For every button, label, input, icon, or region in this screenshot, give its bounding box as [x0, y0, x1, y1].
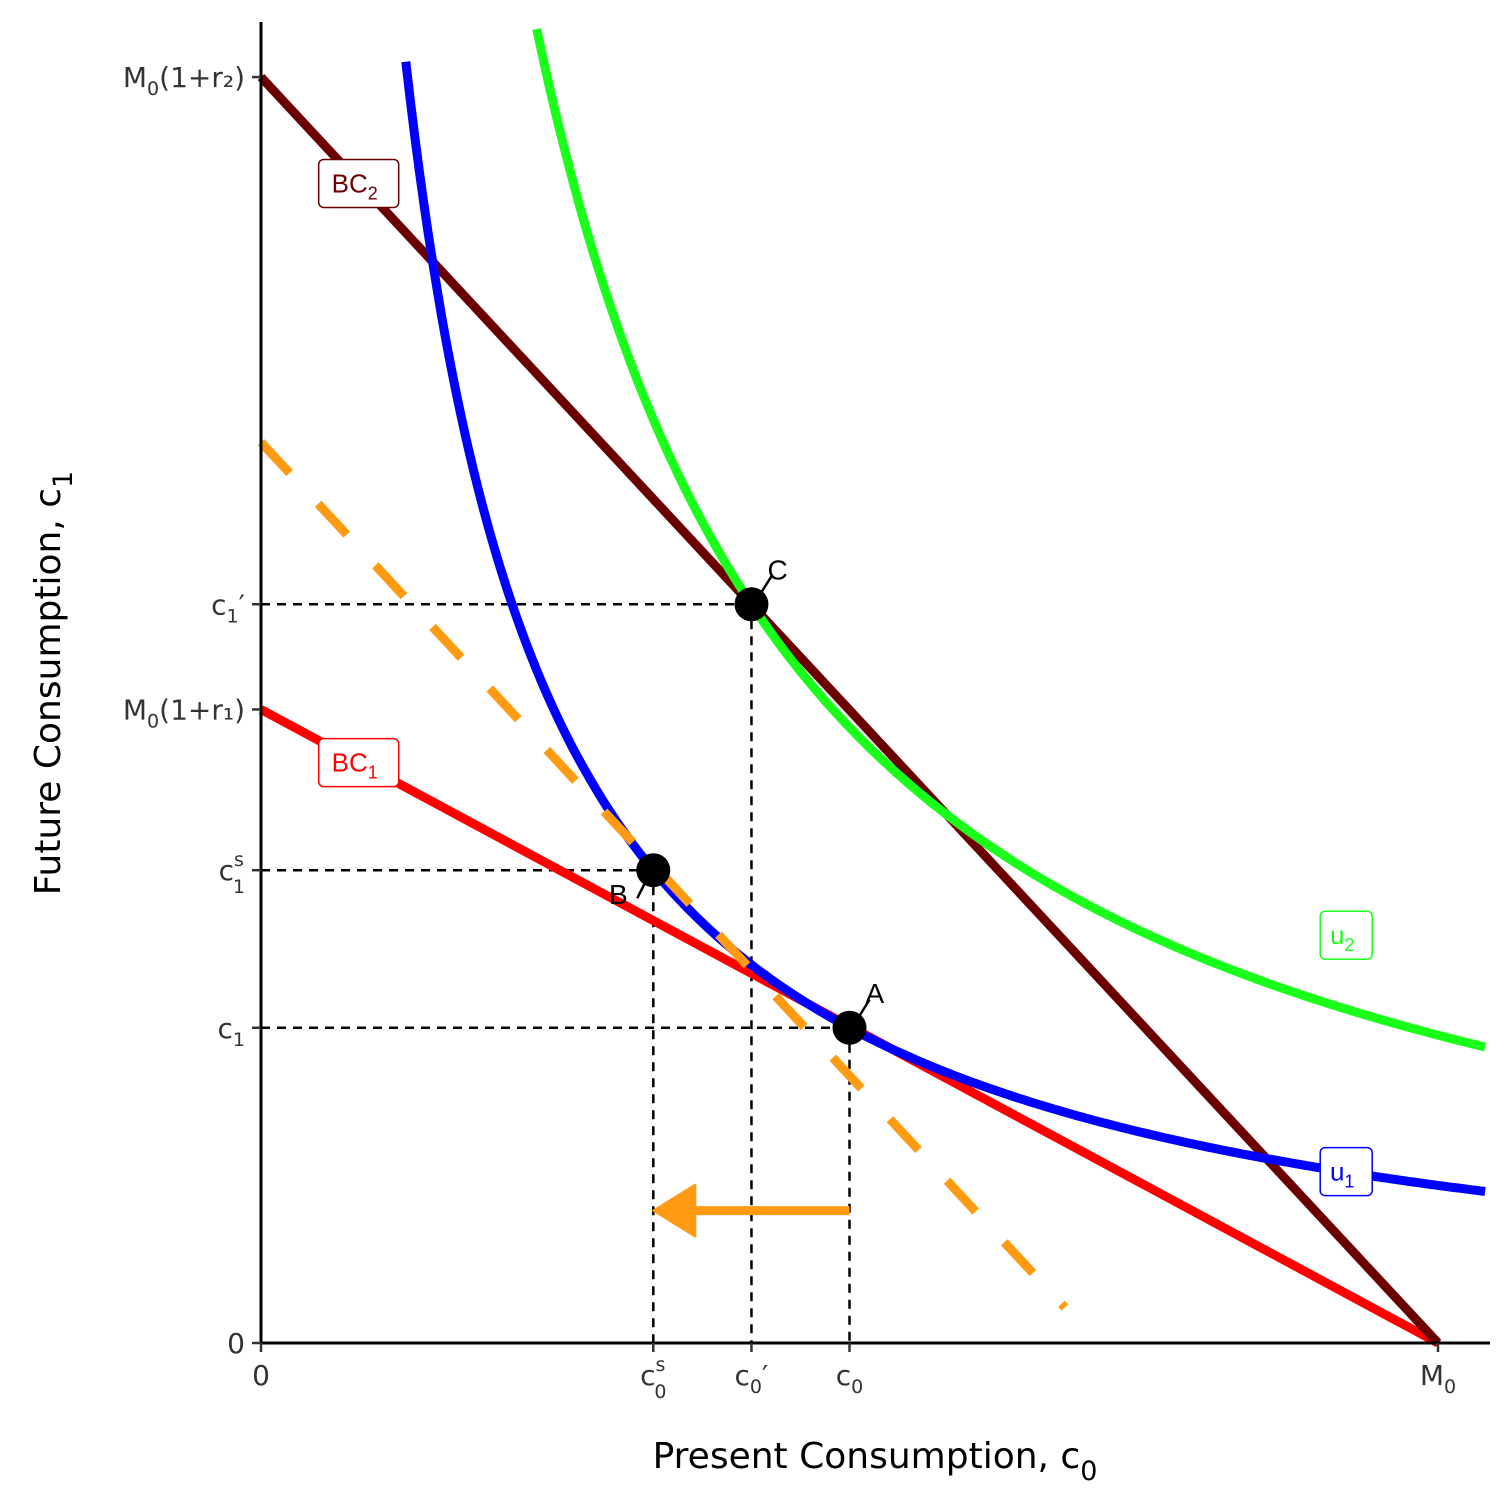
y-tick-label: 0	[227, 1327, 245, 1360]
y-tick-label: c1	[218, 1012, 246, 1051]
curve-label-box-u2	[1319, 910, 1373, 960]
curve-label-bc1: BC1	[332, 748, 378, 783]
x-tick-label: M0	[1420, 1359, 1456, 1398]
series-line-u2	[532, 28, 1487, 1052]
x-axis-title: Present Consumption, c0	[653, 1436, 1098, 1487]
curve-labels: BC2 BC1 u2 u1	[317, 158, 1373, 1197]
point-leader-c	[760, 575, 773, 593]
y-axis-title: Future Consumption, c1	[28, 471, 79, 895]
point-a	[832, 1010, 867, 1045]
shift-arrow-head	[652, 1183, 697, 1238]
point-label-c: C	[767, 554, 787, 585]
y-axis-title-sub: 1	[48, 471, 79, 488]
y-tick-label: c1′	[211, 588, 245, 627]
x-tick-label: cs 0	[640, 1354, 666, 1403]
series-line-bc2	[257, 74, 1442, 1347]
curve-label-box-u1	[1319, 1146, 1373, 1197]
point-leader-b	[636, 881, 647, 899]
curve-label-box-bc1	[317, 737, 400, 788]
curve-label-u2: u2	[1330, 920, 1354, 955]
curve-label-u1: u1	[1330, 1157, 1354, 1192]
point-markers: A B C	[609, 554, 885, 1045]
point-b	[636, 853, 671, 888]
x-axis-title-sub: 0	[1080, 1456, 1097, 1487]
point-label-a: A	[866, 978, 885, 1009]
y-tick-label: M0(1+r₂)	[123, 61, 245, 100]
curve-label-box-bc2	[317, 158, 400, 209]
series-lines	[257, 28, 1487, 1347]
point-leader-a	[858, 999, 871, 1017]
x-tick-label: 0	[252, 1359, 270, 1392]
series-line-u1	[401, 61, 1486, 1196]
curve-label-bc2: BC2	[332, 168, 378, 203]
tick-labels: 0 cs 0 c0′ c0 M0 0 c1 cs 1 M0(1+r₁) c1′ M0(1+r₂)	[123, 61, 1456, 1403]
point-c	[734, 587, 769, 622]
point-label-b: B	[609, 879, 628, 910]
y-tick-label: M0(1+r₁)	[123, 693, 245, 732]
x-tick-label: c0′	[735, 1359, 769, 1398]
y-tick-label: cs 1	[219, 849, 245, 898]
x-tick-label: c0	[836, 1359, 864, 1398]
axes	[259, 22, 1490, 1345]
